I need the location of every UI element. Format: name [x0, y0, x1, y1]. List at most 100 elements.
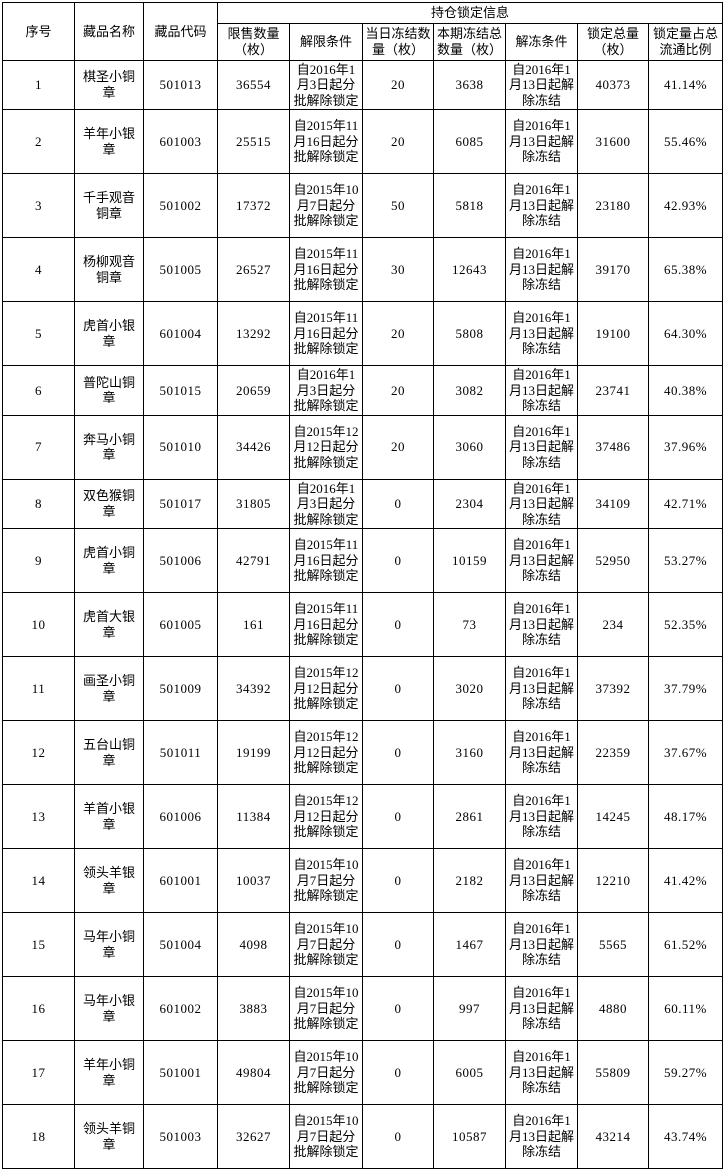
cell-serial: 18 — [2, 1104, 75, 1169]
cell-unfreeze-condition: 自2016年1月13日起解除冻结 — [505, 237, 578, 302]
cell-item-name: 虎首小铜章 — [74, 528, 144, 593]
cell-item-code: 501011 — [143, 720, 218, 785]
cell-locked-total: 31600 — [577, 109, 649, 174]
cell-locked-total: 39170 — [577, 237, 649, 302]
cell-unfreeze-condition: 自2016年1月13日起解除冻结 — [505, 976, 578, 1041]
table-row: 2 羊年小银章 601003 25515 自2015年11月16日起分批解除锁定 20 60… — [2, 109, 723, 174]
cell-daily-frozen-qty: 0 — [362, 784, 434, 849]
cell-daily-frozen-qty: 20 — [362, 414, 434, 480]
cell-item-code: 501004 — [143, 912, 218, 977]
cell-item-name: 领头羊银章 — [74, 848, 144, 913]
cell-daily-frozen-qty: 0 — [362, 1040, 434, 1105]
cell-unlock-condition: 自2015年11月16日起分批解除锁定 — [289, 109, 363, 174]
cell-locked-ratio: 40.38% — [647, 365, 723, 416]
cell-locked-total: 37392 — [577, 656, 649, 721]
cell-restricted-qty: 32627 — [217, 1104, 290, 1169]
cell-unfreeze-condition: 自2016年1月13日起解除冻结 — [505, 109, 578, 174]
cell-unlock-condition: 自2016年1月3日起分批解除锁定 — [289, 365, 363, 416]
table-row: 5 虎首小银章 601004 13292 自2015年11月16日起分批解除锁定 20 58… — [2, 301, 723, 366]
cell-item-code: 501001 — [143, 1040, 218, 1105]
cell-unfreeze-condition: 自2016年1月13日起解除冻结 — [505, 173, 578, 238]
cell-daily-frozen-qty: 20 — [362, 109, 434, 174]
cell-item-name: 画圣小铜章 — [74, 656, 144, 721]
cell-daily-frozen-qty: 50 — [362, 173, 434, 238]
cell-locked-total: 12210 — [577, 848, 649, 913]
cell-locked-total: 22359 — [577, 720, 649, 785]
cell-item-name: 普陀山铜章 — [74, 365, 144, 416]
cell-period-frozen-total: 5808 — [433, 301, 506, 366]
cell-period-frozen-total: 10587 — [433, 1104, 506, 1169]
cell-locked-total: 23741 — [577, 365, 649, 416]
group-header-row: 序号 藏品名称 藏品代码 持仓锁定信息 — [2, 2, 723, 61]
cell-locked-total: 19100 — [577, 301, 649, 366]
cell-restricted-qty: 42791 — [217, 528, 290, 593]
cell-unlock-condition: 自2015年12月12日起分批解除锁定 — [289, 414, 363, 480]
cell-unfreeze-condition: 自2016年1月13日起解除冻结 — [505, 720, 578, 785]
cell-period-frozen-total: 1467 — [433, 912, 506, 977]
cell-serial: 8 — [2, 478, 75, 529]
table-row: 15 马年小铜章 501004 4098 自2015年10月7日起分批解除锁定 0 1467… — [2, 912, 723, 977]
cell-unlock-condition: 自2015年12月12日起分批解除锁定 — [289, 784, 363, 849]
cell-item-code: 501015 — [143, 365, 218, 416]
cell-locked-total: 23180 — [577, 173, 649, 238]
cell-unfreeze-condition: 自2016年1月13日起解除冻结 — [505, 592, 578, 657]
cell-daily-frozen-qty: 0 — [362, 720, 434, 785]
cell-restricted-qty: 49804 — [217, 1040, 290, 1105]
cell-locked-ratio: 41.42% — [647, 848, 723, 913]
cell-restricted-qty: 10037 — [217, 848, 290, 913]
cell-item-name: 羊首小银章 — [74, 784, 144, 849]
table-row: 4 杨柳观音铜章 501005 26527 自2015年11月16日起分批解除锁定 30 1… — [2, 237, 723, 302]
cell-serial: 12 — [2, 720, 75, 785]
table-row: 1 棋圣小铜章 501013 36554 自2016年1月3日起分批解除锁定 20 3638… — [2, 59, 723, 110]
cell-period-frozen-total: 12643 — [433, 237, 506, 302]
cell-locked-ratio: 42.71% — [647, 478, 723, 529]
cell-daily-frozen-qty: 20 — [362, 365, 434, 416]
table-row: 17 羊年小铜章 501001 49804 自2015年10月7日起分批解除锁定 0 600… — [2, 1040, 723, 1105]
cell-locked-ratio: 37.67% — [647, 720, 723, 785]
cell-unfreeze-condition: 自2016年1月13日起解除冻结 — [505, 59, 578, 110]
cell-period-frozen-total: 3060 — [433, 414, 506, 480]
cell-locked-ratio: 59.27% — [647, 1040, 723, 1105]
cell-unlock-condition: 自2015年10月7日起分批解除锁定 — [289, 1104, 363, 1169]
cell-item-code: 601003 — [143, 109, 218, 174]
cell-restricted-qty: 20659 — [217, 365, 290, 416]
cell-period-frozen-total: 2304 — [433, 478, 506, 529]
cell-serial: 5 — [2, 301, 75, 366]
cell-item-name: 奔马小铜章 — [74, 414, 144, 480]
cell-daily-frozen-qty: 30 — [362, 237, 434, 302]
cell-item-code: 601005 — [143, 592, 218, 657]
cell-item-name: 马年小银章 — [74, 976, 144, 1041]
table-row: 6 普陀山铜章 501015 20659 自2016年1月3日起分批解除锁定 20 3082… — [2, 365, 723, 416]
cell-item-code: 601006 — [143, 784, 218, 849]
cell-item-code: 501009 — [143, 656, 218, 721]
cell-unfreeze-condition: 自2016年1月13日起解除冻结 — [505, 365, 578, 416]
cell-item-code: 501006 — [143, 528, 218, 593]
cell-locked-total: 14245 — [577, 784, 649, 849]
cell-unfreeze-condition: 自2016年1月13日起解除冻结 — [505, 414, 578, 480]
cell-restricted-qty: 34392 — [217, 656, 290, 721]
cell-restricted-qty: 26527 — [217, 237, 290, 302]
cell-locked-ratio: 52.35% — [647, 592, 723, 657]
cell-item-code: 601001 — [143, 848, 218, 913]
cell-unlock-condition: 自2016年1月3日起分批解除锁定 — [289, 59, 363, 110]
cell-item-code: 501002 — [143, 173, 218, 238]
cell-locked-total: 34109 — [577, 478, 649, 529]
column-header-serial: 序号 — [2, 2, 75, 61]
cell-unlock-condition: 自2015年12月12日起分批解除锁定 — [289, 656, 363, 721]
cell-locked-ratio: 61.52% — [647, 912, 723, 977]
cell-locked-total: 4880 — [577, 976, 649, 1041]
cell-serial: 6 — [2, 365, 75, 416]
cell-period-frozen-total: 73 — [433, 592, 506, 657]
cell-unlock-condition: 自2015年11月16日起分批解除锁定 — [289, 592, 363, 657]
cell-item-name: 杨柳观音铜章 — [74, 237, 144, 302]
cell-item-name: 虎首大银章 — [74, 592, 144, 657]
cell-unfreeze-condition: 自2016年1月13日起解除冻结 — [505, 912, 578, 977]
cell-locked-total: 40373 — [577, 59, 649, 110]
column-header-item-code: 藏品代码 — [143, 2, 218, 61]
cell-daily-frozen-qty: 0 — [362, 848, 434, 913]
cell-serial: 1 — [2, 59, 75, 110]
cell-unlock-condition: 自2015年10月7日起分批解除锁定 — [289, 912, 363, 977]
cell-unlock-condition: 自2015年11月16日起分批解除锁定 — [289, 301, 363, 366]
cell-restricted-qty: 161 — [217, 592, 290, 657]
cell-item-code: 601002 — [143, 976, 218, 1041]
